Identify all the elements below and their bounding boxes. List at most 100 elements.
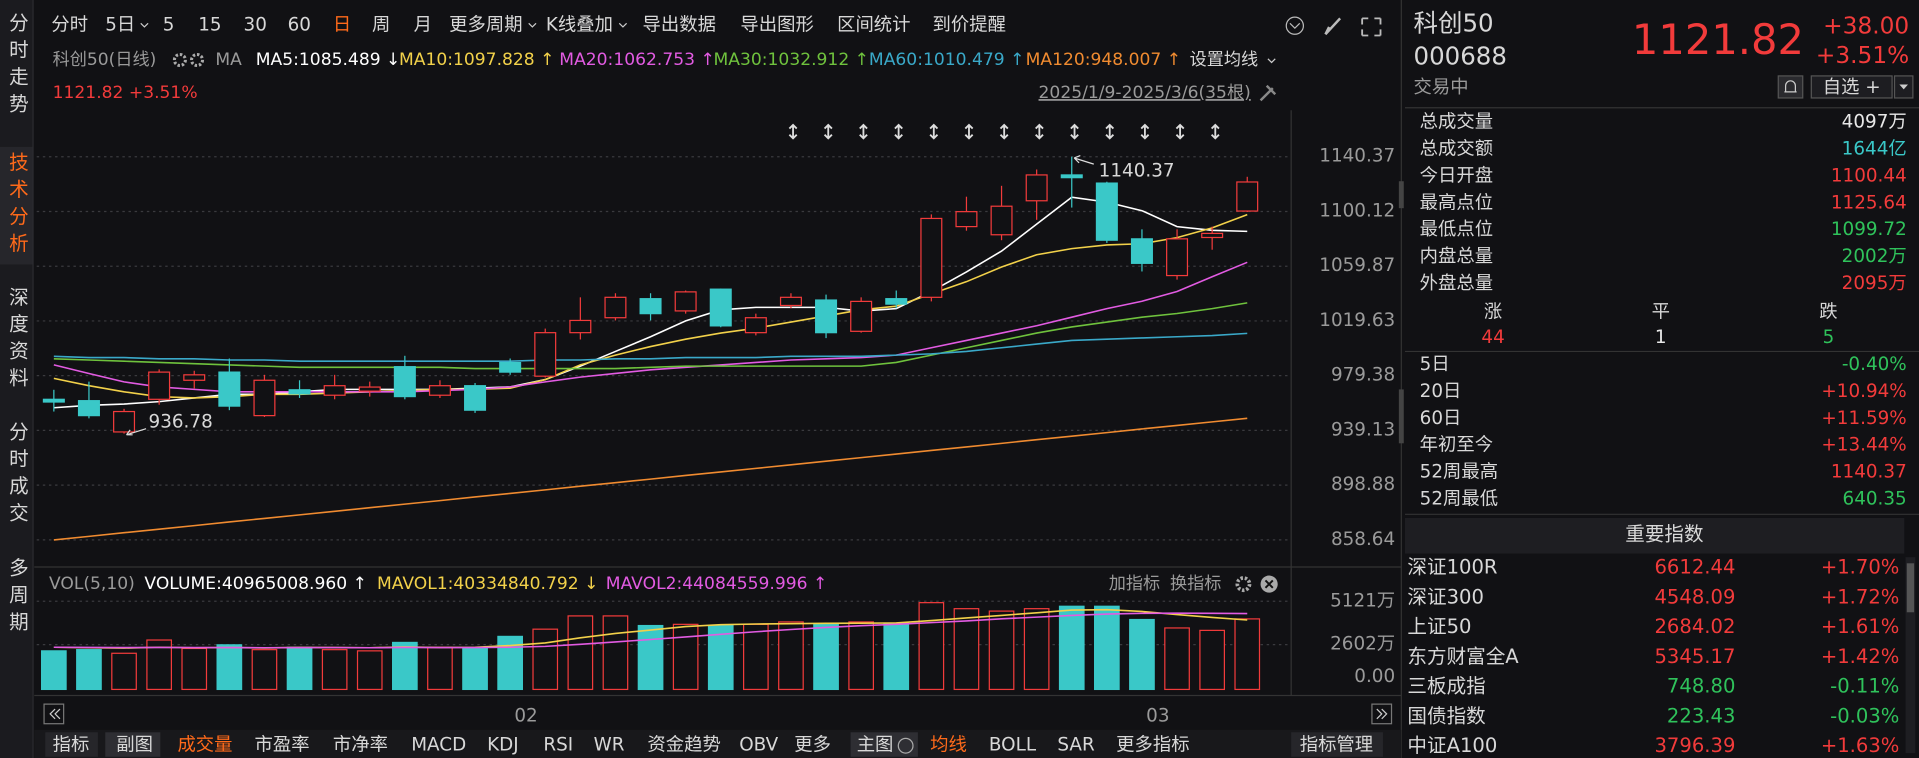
help-icon[interactable]	[897, 737, 914, 754]
bottom-tab[interactable]: RSI	[543, 735, 573, 756]
toolbar-item[interactable]: 15	[198, 15, 221, 36]
index-name[interactable]: 中证A100	[1407, 734, 1497, 757]
bottom-tab[interactable]: WR	[594, 735, 625, 756]
toolbar-item[interactable]: 5日	[105, 15, 135, 36]
index-name[interactable]: 深证100R	[1407, 556, 1497, 579]
event-marker[interactable]	[999, 123, 1009, 140]
scrollbar-thumb[interactable]	[1906, 563, 1915, 613]
gear-icon[interactable]	[190, 52, 205, 68]
event-marker[interactable]	[1070, 123, 1079, 140]
bottom-tab[interactable]: 主图	[857, 735, 894, 756]
splitter-handle[interactable]	[1398, 181, 1404, 209]
volume-button[interactable]: 加指标	[1109, 574, 1160, 594]
y-tick-label: 979.38	[1331, 365, 1395, 386]
index-name[interactable]: 国债指数	[1407, 704, 1486, 727]
event-marker[interactable]	[823, 123, 833, 140]
bottom-tab[interactable]: 资金趋势	[647, 735, 720, 756]
sidebar-tab[interactable]: 多周期	[5, 557, 28, 638]
dropdown-chevron[interactable]	[140, 22, 149, 28]
scroll-left[interactable]	[43, 703, 65, 725]
volume-button[interactable]: 换指标	[1170, 574, 1221, 594]
bottom-tab[interactable]: MACD	[411, 735, 466, 756]
scroll-left[interactable]	[49, 708, 61, 720]
bottom-tab[interactable]: 指标管理	[1300, 735, 1373, 756]
scroll-right[interactable]	[1371, 703, 1393, 725]
event-marker[interactable]	[964, 123, 974, 140]
toolbar-item[interactable]: 月	[414, 15, 432, 36]
collapse-icon[interactable]	[1289, 22, 1301, 30]
splitter-handle[interactable]	[1398, 389, 1404, 444]
bottom-tab[interactable]: OBV	[739, 735, 778, 756]
scroll-right[interactable]	[1376, 708, 1388, 720]
ma-line	[53, 417, 1248, 541]
bottom-tab[interactable]: SAR	[1057, 735, 1095, 756]
alert-button[interactable]	[1777, 75, 1804, 99]
event-marker[interactable]	[788, 123, 798, 140]
sidebar-tab[interactable]: 分时成交	[5, 421, 28, 529]
event-marker[interactable]	[1140, 123, 1150, 140]
volume-bar	[883, 622, 910, 691]
bottom-tab[interactable]: 更多指标	[1116, 735, 1189, 756]
bottom-tab[interactable]: 指标	[53, 735, 90, 756]
bottom-tab[interactable]: 副图	[116, 735, 153, 756]
bottom-tab[interactable]: 成交量	[177, 735, 232, 756]
scrollbar[interactable]	[1905, 557, 1916, 754]
event-marker[interactable]	[859, 123, 868, 140]
toolbar-item[interactable]: 30	[244, 15, 267, 36]
watch-button[interactable]	[1810, 75, 1893, 99]
index-name[interactable]: 三板成指	[1407, 675, 1485, 698]
tab-box[interactable]	[1291, 732, 1383, 757]
bottom-tab[interactable]: KDJ	[487, 735, 519, 756]
return-value: +10.94%	[1821, 381, 1906, 402]
event-marker[interactable]	[1175, 123, 1185, 140]
price-label: 1121.82 +3.51%	[53, 83, 198, 103]
dropdown-chevron[interactable]	[528, 22, 537, 28]
event-marker[interactable]	[1210, 123, 1220, 140]
pin-icon[interactable]	[1259, 84, 1277, 102]
dropdown-chevron[interactable]	[1267, 58, 1276, 64]
event-marker[interactable]	[1035, 123, 1044, 140]
event-marker[interactable]	[929, 123, 939, 140]
sidebar-tab[interactable]: 分时走势	[5, 12, 28, 120]
bottom-tab[interactable]: BOLL	[989, 735, 1037, 756]
toolbar-item[interactable]: 到价提醒	[933, 15, 1006, 36]
bell-icon[interactable]	[1784, 80, 1797, 93]
toolbar-item[interactable]: 更多周期	[449, 15, 522, 36]
range-label[interactable]: 2025/1/9-2025/3/6(35根)	[1039, 83, 1251, 103]
toolbar-item[interactable]: 5	[163, 15, 175, 36]
toolbar-item[interactable]: 导出数据	[643, 15, 716, 36]
gear-icon[interactable]	[172, 52, 187, 68]
index-name[interactable]: 上证50	[1407, 615, 1471, 638]
gear-icon[interactable]	[1235, 576, 1252, 593]
candle-body	[428, 385, 451, 396]
event-marker[interactable]	[894, 123, 903, 140]
index-name[interactable]: 东方财富全A	[1407, 645, 1519, 668]
toolbar-item[interactable]: 导出图形	[740, 15, 813, 36]
bottom-tab[interactable]: 市净率	[333, 735, 388, 756]
toolbar-item[interactable]: 分时	[51, 15, 88, 36]
indices-header-bg	[1404, 517, 1905, 554]
sidebar-tab[interactable]: 技术分析	[5, 152, 28, 260]
bottom-tab[interactable]: 市盈率	[255, 735, 310, 756]
bottom-tab[interactable]: 更多	[794, 735, 831, 756]
watch-dropdown[interactable]	[1899, 84, 1908, 90]
event-marker[interactable]	[1105, 123, 1115, 140]
tab-box[interactable]	[45, 732, 98, 757]
ma-settings[interactable]: 设置均线	[1190, 50, 1258, 70]
collapse-icon[interactable]	[1285, 16, 1305, 35]
toolbar-item[interactable]: 60	[288, 15, 311, 36]
dropdown-chevron[interactable]	[618, 22, 628, 28]
index-name[interactable]: 深证300	[1407, 585, 1484, 608]
toolbar-item[interactable]: 周	[372, 15, 390, 36]
sidebar-tab[interactable]: 深度资料	[5, 287, 28, 395]
close-icon[interactable]	[1264, 579, 1274, 589]
volume-bar	[321, 649, 348, 691]
fullscreen-icon[interactable]	[1361, 17, 1382, 37]
toolbar-item[interactable]: K线叠加	[546, 15, 613, 36]
draw-icon[interactable]	[1324, 17, 1342, 36]
toolbar-item[interactable]: 日	[333, 15, 351, 36]
toolbar-item[interactable]: 区间统计	[837, 15, 910, 36]
bottom-tab[interactable]: 均线	[930, 735, 967, 756]
tab-box[interactable]	[105, 732, 161, 757]
watch-label[interactable]: 自选 +	[1823, 77, 1881, 98]
